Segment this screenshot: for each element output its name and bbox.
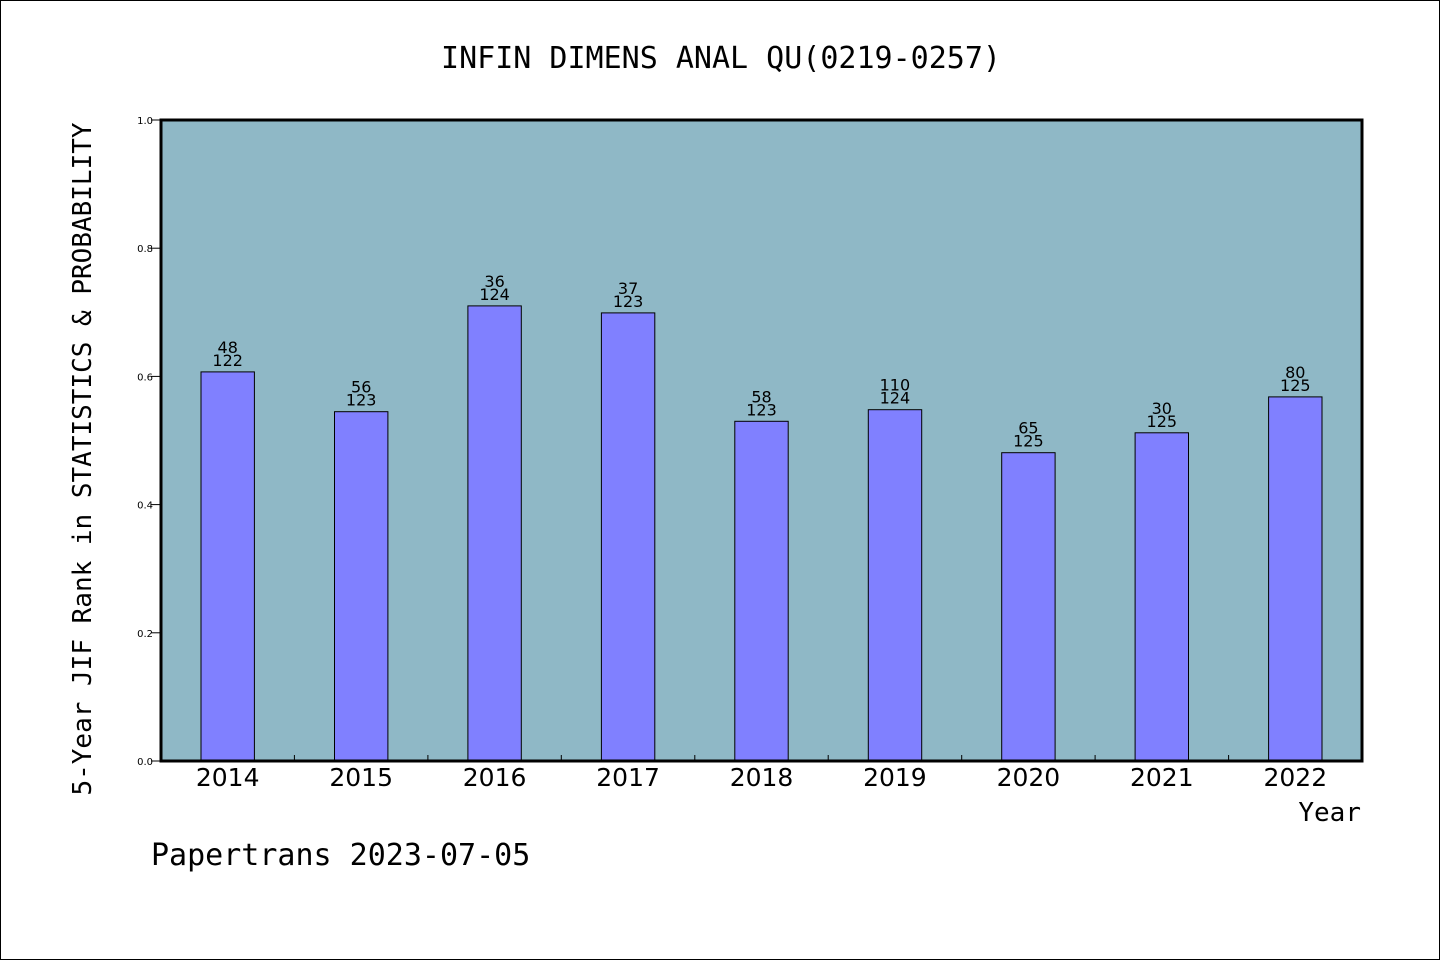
x-axis-label: Year: [1298, 798, 1361, 828]
x-axis-ticks: 2014 2015 2016 2017 2018 2019 2020 2021 2022: [196, 755, 1327, 792]
x-tick-label-2021: 2021: [1130, 763, 1194, 792]
x-tick-label-2017: 2017: [596, 763, 660, 792]
total-label-2015: 123: [346, 391, 377, 410]
rank-label-2015: 56: [351, 378, 371, 397]
y-axis-ticks: 0.0 0.2 0.4 0.6 0.8 1.0: [137, 116, 161, 768]
total-label-2021: 125: [1147, 412, 1178, 431]
plot-border: [159, 118, 1364, 763]
x-tick-label-2019: 2019: [863, 763, 927, 792]
total-label-2019: 124: [880, 389, 911, 408]
total-label-2014: 122: [212, 351, 243, 370]
rank-label-2016: 36: [484, 272, 504, 291]
rank-label-2014: 48: [218, 338, 238, 357]
x-tick-label-2022: 2022: [1263, 763, 1327, 792]
bar-2018: [734, 420, 789, 762]
bar-2017: [600, 312, 656, 762]
x-tick-label-2015: 2015: [329, 763, 393, 792]
y-tick-label-3: 0.6: [137, 372, 153, 383]
x-tick-label-2014: 2014: [196, 763, 260, 792]
bar-2015: [334, 411, 389, 762]
y-tick-label-4: 0.8: [137, 244, 153, 255]
bar-2014: [200, 371, 255, 762]
rank-label-2017: 37: [618, 279, 638, 298]
bar-2022: [1268, 396, 1323, 762]
total-label-2016: 124: [479, 285, 510, 304]
chart-title: INFIN DIMENS ANAL QU(0219-0257): [441, 41, 1001, 76]
y-tick-label-2: 0.4: [137, 501, 153, 512]
total-label-2017: 123: [613, 292, 644, 311]
total-label-2020: 125: [1013, 432, 1044, 451]
rank-label-2021: 30: [1152, 399, 1172, 418]
total-label-2022: 125: [1280, 376, 1311, 395]
total-label-2018: 123: [746, 400, 777, 419]
rank-label-2020: 65: [1018, 419, 1038, 438]
y-axis-label: 5-Year JIF Rank in STATISTICS & PROBABIL…: [68, 122, 98, 795]
y-tick-label-5: 1.0: [137, 116, 153, 127]
bars-layer: [200, 305, 1323, 762]
rank-label-2019: 110: [880, 376, 911, 395]
bar-2021: [1134, 432, 1189, 762]
rank-label-2022: 80: [1285, 363, 1305, 382]
x-tick-label-2018: 2018: [730, 763, 794, 792]
y-tick-label-0: 0.0: [137, 757, 153, 768]
x-tick-label-2016: 2016: [463, 763, 527, 792]
rank-label-2018: 58: [751, 387, 771, 406]
y-tick-label-1: 0.2: [137, 629, 153, 640]
bar-2020: [1001, 452, 1056, 762]
footer-credit: Papertrans 2023-07-05: [151, 838, 530, 873]
bar-2019: [867, 409, 923, 762]
x-tick-label-2020: 2020: [997, 763, 1061, 792]
bar-2016: [467, 305, 522, 762]
